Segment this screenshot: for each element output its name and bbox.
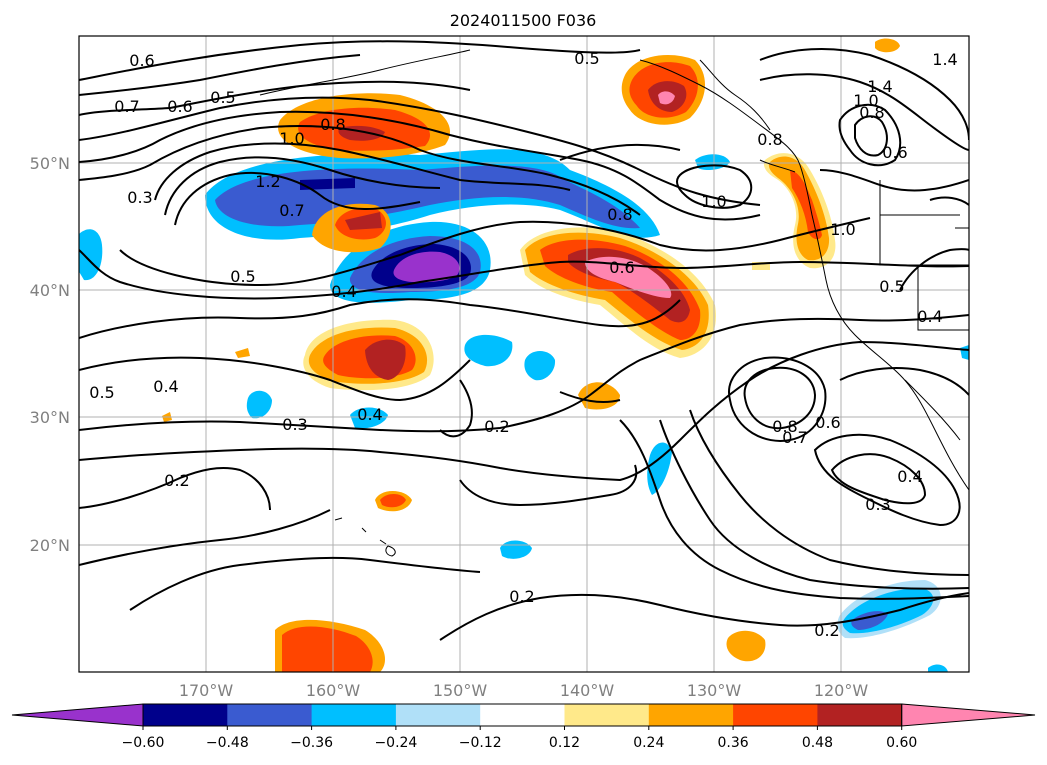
colorbar-tick-label: 0.36 [718, 735, 749, 751]
lon-label: 130°W [687, 681, 742, 700]
lat-label: 50°N [30, 154, 70, 173]
contour-label: 0.5 [89, 383, 114, 402]
contour-label: 1.0 [279, 129, 304, 148]
contour-label: 0.7 [782, 428, 807, 447]
contour-label: 0.7 [279, 201, 304, 220]
colorbar: −0.60 −0.48 −0.36 −0.24 −0.12 0.12 0.24 0.36 0.4… [11, 703, 1036, 751]
longitude-labels: 170°W 160°W 150°W 140°W 130°W 120°W [179, 681, 869, 700]
lat-label: 20°N [30, 536, 70, 555]
colorbar-tick-label: −0.24 [374, 735, 417, 751]
contour-label: 0.3 [127, 188, 152, 207]
lat-label: 30°N [30, 408, 70, 427]
contour-label: 0.3 [282, 415, 307, 434]
contour-label: 0.8 [772, 417, 797, 436]
contour-label: 0.5 [574, 49, 599, 68]
contour-label: 0.5 [230, 267, 255, 286]
contour-label: 0.8 [859, 103, 884, 122]
colorbar-segment [733, 704, 818, 726]
shaded-anomalies [79, 38, 969, 672]
lon-label: 140°W [560, 681, 615, 700]
colorbar-tick-label: 0.60 [886, 735, 917, 751]
contour-label: 1.2 [255, 172, 280, 191]
colorbar-tick-label: −0.12 [459, 735, 502, 751]
contour-label: 0.5 [210, 88, 235, 107]
contour-label: 0.3 [865, 495, 890, 514]
colorbar-tick-label: −0.60 [122, 735, 165, 751]
contour-label: 0.8 [320, 115, 345, 134]
lon-label: 120°W [814, 681, 869, 700]
contour-label: 0.2 [164, 471, 189, 490]
colorbar-segment [311, 704, 397, 726]
contour-label: 0.6 [609, 258, 634, 277]
contour-label: 0.4 [897, 467, 922, 486]
latitude-labels: 50°N 40°N 30°N 20°N [30, 154, 70, 555]
contour-label: 0.4 [331, 282, 356, 301]
contour-label: 0.6 [882, 143, 907, 162]
contour-label: 1.4 [932, 50, 957, 69]
map-content: 0.6 0.7 0.6 0.5 1.0 0.8 1.2 0.7 0.3 0.5 … [79, 36, 969, 672]
contour-label: 0.8 [607, 205, 632, 224]
contour-label: 0.4 [357, 405, 382, 424]
colorbar-segment [817, 704, 903, 726]
contour-label: 1.0 [701, 192, 726, 211]
contour-label: 0.2 [814, 621, 839, 640]
colorbar-tick-label: 0.48 [802, 735, 833, 751]
contour-label: 0.6 [129, 51, 154, 70]
contour-label: 1.0 [853, 91, 878, 110]
contour-label: 0.2 [484, 417, 509, 436]
contour-labels: 0.6 0.7 0.6 0.5 1.0 0.8 1.2 0.7 0.3 0.5 … [89, 49, 957, 640]
map-frame [78, 35, 970, 673]
map-title: 2024011500 F036 [450, 11, 597, 30]
lon-label: 170°W [179, 681, 234, 700]
coastlines [259, 49, 969, 557]
colorbar-extend-right [901, 703, 1036, 727]
colorbar-tick-label: 0.24 [633, 735, 664, 751]
contour-label: 0.2 [509, 587, 534, 606]
map-area [79, 36, 969, 672]
colorbar-tick-label: 0.12 [549, 735, 580, 751]
contour-label: 0.7 [114, 97, 139, 116]
colorbar-segment [480, 704, 565, 726]
lon-label: 160°W [306, 681, 361, 700]
contour-label: 0.4 [153, 377, 178, 396]
lon-label: 150°W [433, 681, 488, 700]
contour-label: 0.8 [757, 130, 782, 149]
colorbar-segment [143, 704, 228, 726]
contour-label: 0.6 [815, 413, 840, 432]
contour-label: 1.0 [830, 220, 855, 239]
contour-label: 0.6 [167, 97, 192, 116]
colorbar-tick-label: −0.48 [206, 735, 249, 751]
colorbar-segment [227, 704, 313, 726]
colorbar-segment [395, 704, 481, 726]
contour-label: 1.4 [867, 77, 892, 96]
lat-label: 40°N [30, 281, 70, 300]
contour-label: 0.5 [879, 277, 904, 296]
colorbar-outline [142, 703, 903, 727]
colorbar-segment [648, 704, 734, 726]
colorbar-segment [564, 704, 650, 726]
contour-label: 0.4 [917, 307, 942, 326]
colorbar-extend-left [11, 703, 144, 727]
colorbar-tick-label: −0.36 [290, 735, 333, 751]
